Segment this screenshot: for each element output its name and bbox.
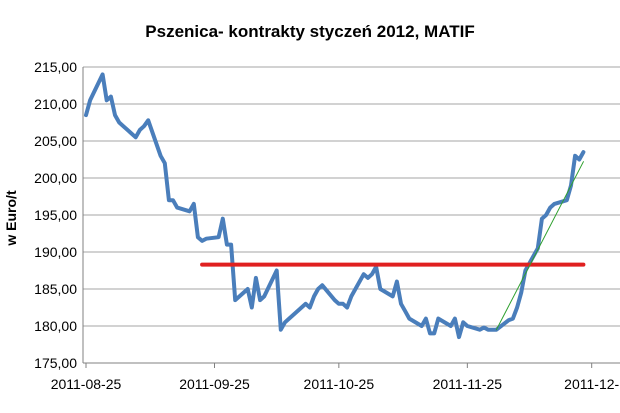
y-tick-label: 200,00 <box>34 170 77 186</box>
y-tick-label: 210,00 <box>34 96 77 112</box>
y-tick-label: 180,00 <box>34 318 77 334</box>
x-tick-label: 2011-12- <box>564 376 619 392</box>
x-tick-label: 2011-08-25 <box>51 376 122 392</box>
grid <box>82 66 620 364</box>
y-tick-label: 205,00 <box>34 133 77 149</box>
y-tick-label: 185,00 <box>34 281 77 297</box>
y-tick-label: 190,00 <box>34 244 77 260</box>
x-axis: 2011-08-25 2011-09-25 2011-10-25 2011-11-25… <box>51 363 620 392</box>
y-tick-label: 175,00 <box>34 355 77 371</box>
y-tick-label: 195,00 <box>34 207 77 223</box>
y-axis: 175,00 180,00 185,00 190,00 195,00 200,00 205,… <box>34 59 77 371</box>
trend-line <box>495 161 584 331</box>
chart-title: Pszenica- kontrakty styczeń 2012, MATIF <box>145 22 474 41</box>
x-tick-label: 2011-09-25 <box>179 376 250 392</box>
x-tick-label: 2011-11-25 <box>433 376 503 392</box>
series-group <box>84 72 586 340</box>
y-tick-label: 215,00 <box>34 59 77 75</box>
y-axis-label: w Euro/t <box>3 190 19 247</box>
price-line <box>84 72 586 340</box>
x-tick-label: 2011-10-25 <box>304 376 375 392</box>
